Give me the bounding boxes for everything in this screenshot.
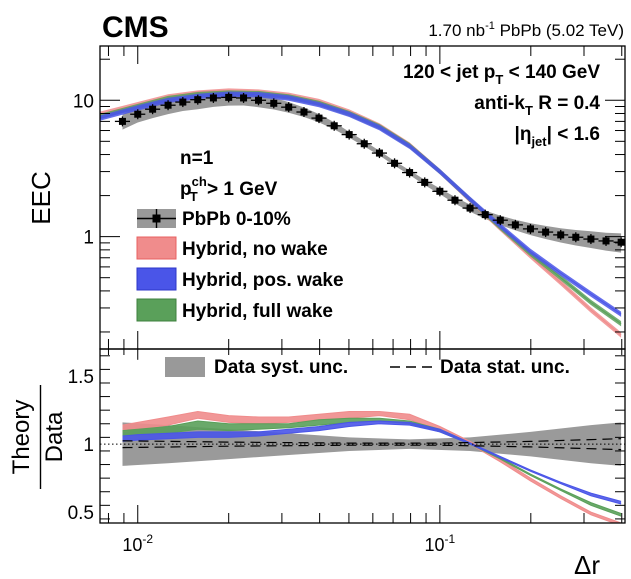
ratio-band-hybrid-full-wake bbox=[122, 418, 622, 517]
ratio-legend: Data syst. unc. Data stat. unc. bbox=[165, 357, 570, 378]
top-legend: PbPb 0-10% Hybrid, no wake Hybrid, pos. … bbox=[136, 209, 344, 322]
y-tick-label-top: 1 bbox=[83, 228, 94, 249]
legend-label-stat: Data stat. unc. bbox=[440, 357, 570, 378]
y-tick-label-ratio: 0.5 bbox=[68, 503, 94, 524]
data-syst-band bbox=[122, 90, 622, 253]
legend-swatch-no-wake bbox=[136, 236, 177, 260]
top-data-points bbox=[114, 92, 625, 248]
luminosity-label: 1.70 nb-1 PbPb (5.02 TeV) bbox=[428, 20, 624, 40]
theory-line-hybrid-no-wake bbox=[100, 90, 622, 336]
legend-label-pos-wake: Hybrid, pos. wake bbox=[182, 270, 344, 291]
y-tick-label-ratio: 1.5 bbox=[68, 367, 94, 388]
legend-swatch-full-wake bbox=[136, 298, 177, 322]
data-point bbox=[557, 231, 565, 239]
y-tick-label-ratio: 1 bbox=[83, 435, 94, 456]
ratio-y-axis-title-numerator: Theory bbox=[8, 400, 35, 475]
legend-data-marker bbox=[152, 214, 161, 223]
data-point bbox=[240, 94, 248, 102]
data-point bbox=[225, 93, 233, 101]
top-theory-bands bbox=[100, 88, 622, 338]
top-panel-frame bbox=[99, 45, 626, 350]
x-axis-title: Δr bbox=[574, 550, 600, 579]
legend-label-data: PbPb 0-10% bbox=[182, 209, 291, 230]
legend-label-syst: Data syst. unc. bbox=[214, 357, 348, 378]
data-point bbox=[254, 96, 262, 104]
data-point bbox=[436, 187, 444, 195]
data-point bbox=[587, 235, 595, 243]
data-point bbox=[209, 94, 217, 102]
data-point bbox=[617, 238, 625, 246]
data-point bbox=[179, 98, 187, 106]
ratio-stat-lower bbox=[122, 444, 622, 451]
track-pt-annotation: pch T > 1 GeV bbox=[180, 174, 278, 204]
ratio-band-hybrid-no-wake bbox=[122, 411, 622, 523]
ratio-line-hi-hybrid-no-wake bbox=[122, 410, 622, 523]
data-point bbox=[194, 96, 202, 104]
data-point bbox=[375, 149, 383, 157]
data-point bbox=[421, 178, 429, 186]
data-point bbox=[345, 131, 353, 139]
data-point bbox=[451, 196, 459, 204]
y-tick-label-top: 10 bbox=[73, 91, 94, 112]
data-point bbox=[315, 114, 323, 122]
theory-band-hybrid-pos-wake bbox=[100, 91, 622, 317]
data-point bbox=[481, 211, 489, 219]
data-point bbox=[572, 233, 580, 241]
data-point bbox=[330, 122, 338, 130]
data-point bbox=[164, 101, 172, 109]
theory-line-hybrid-full-wake bbox=[100, 92, 622, 325]
legend-swatch-pos-wake bbox=[136, 267, 177, 291]
x-tick-label: 10-2 bbox=[122, 532, 153, 555]
experiment-label: CMS bbox=[102, 11, 169, 44]
data-point bbox=[496, 216, 504, 224]
data-point bbox=[542, 228, 550, 236]
data-point bbox=[466, 204, 474, 212]
data-point bbox=[300, 108, 308, 116]
ratio-line-hi-hybrid-pos-wake bbox=[122, 420, 622, 502]
data-point bbox=[134, 110, 142, 118]
x-tick-label: 10-1 bbox=[425, 532, 456, 555]
theory-line-hybrid-pos-wake bbox=[100, 93, 622, 315]
ratio-line-hi-hybrid-full-wake bbox=[122, 417, 622, 514]
legend-label-full-wake: Hybrid, full wake bbox=[182, 301, 333, 322]
ratio-panel-frame bbox=[99, 348, 626, 524]
data-point bbox=[270, 99, 278, 107]
ratio-line-lo-hybrid-no-wake bbox=[122, 415, 616, 523]
n-annotation: n=1 bbox=[180, 148, 214, 169]
data-point bbox=[602, 237, 610, 245]
data-point bbox=[391, 159, 399, 167]
ratio-y-axis-title-denominator: Data bbox=[41, 411, 68, 462]
ratio-line-lo-hybrid-pos-wake bbox=[122, 423, 622, 505]
ratio-layer bbox=[100, 410, 625, 523]
data-point bbox=[360, 140, 368, 148]
data-point bbox=[285, 103, 293, 111]
data-point bbox=[118, 117, 126, 125]
legend-swatch-syst bbox=[165, 357, 205, 377]
data-point bbox=[526, 225, 534, 233]
data-point bbox=[511, 221, 519, 229]
jet-algo-annotation: anti-kT R = 0.4 bbox=[474, 93, 600, 118]
jet-eta-annotation: |ηjet| < 1.6 bbox=[515, 124, 600, 149]
top-y-axis-title: EEC bbox=[26, 171, 56, 224]
theory-band-hybrid-no-wake bbox=[100, 88, 622, 338]
ratio-stat-upper bbox=[122, 438, 622, 444]
data-point bbox=[149, 105, 157, 113]
theory-band-hybrid-full-wake bbox=[100, 90, 622, 327]
axis-ticks: 10-2 10-1 1 10 0.5 1 1.5 bbox=[68, 46, 625, 555]
data-point bbox=[406, 169, 414, 177]
legend-label-no-wake: Hybrid, no wake bbox=[182, 239, 328, 260]
jet-pt-annotation: 120 < jet pT < 140 GeV bbox=[403, 62, 600, 87]
